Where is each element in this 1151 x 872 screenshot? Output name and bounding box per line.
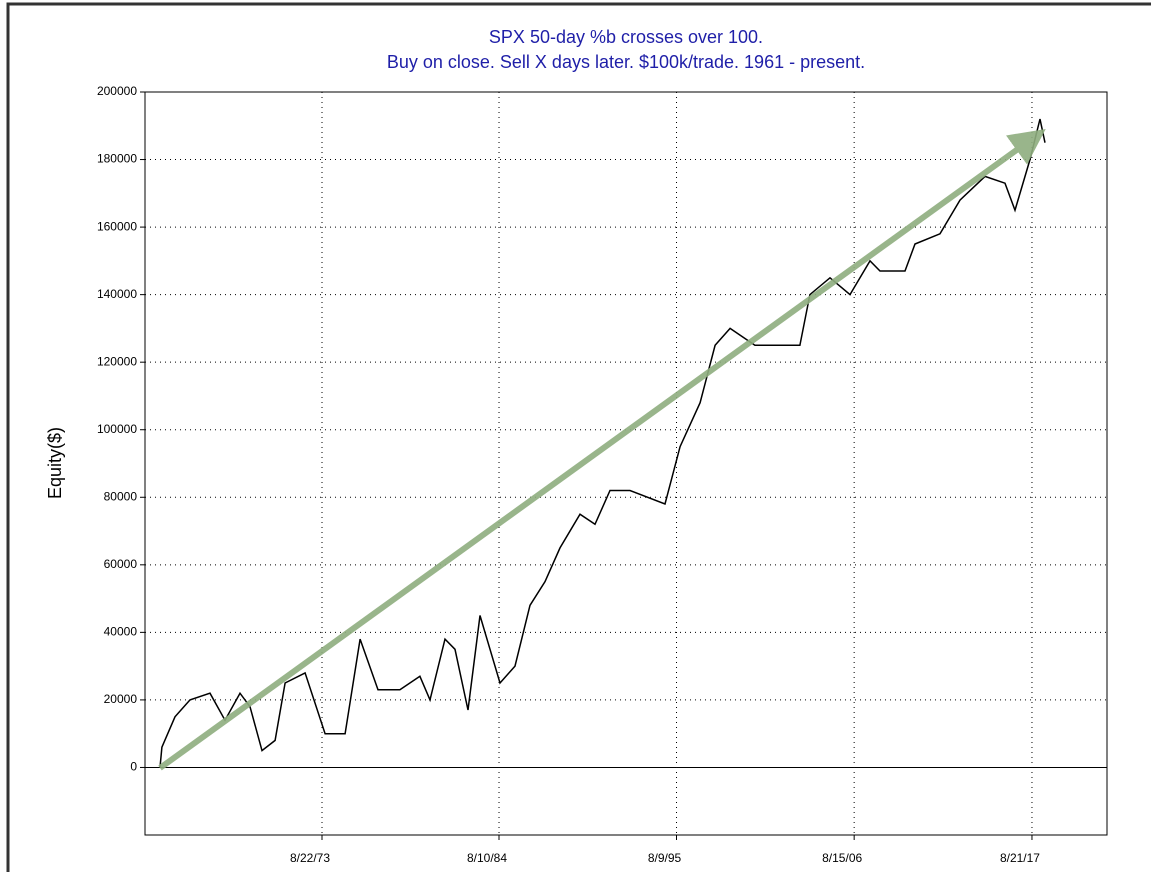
equity-line bbox=[159, 118, 1046, 768]
y-tick-label: 200000 bbox=[97, 84, 137, 98]
y-tick-label: 0 bbox=[130, 760, 137, 774]
plot-border bbox=[144, 91, 1108, 836]
chart-subtitle: Buy on close. Sell X days later. $100k/t… bbox=[387, 52, 865, 72]
y-tick-label: 100000 bbox=[97, 422, 137, 436]
y-tick-label: 180000 bbox=[97, 152, 137, 166]
y-tick-label: 80000 bbox=[104, 489, 138, 503]
frame bbox=[6, 2, 1151, 872]
y-tick-label: 40000 bbox=[104, 625, 138, 639]
y-tick-label: 140000 bbox=[97, 287, 137, 301]
y-tick-label: 60000 bbox=[104, 557, 138, 571]
y-tick-label: 120000 bbox=[97, 354, 137, 368]
x-tick-label: 8/10/84 bbox=[467, 851, 507, 865]
x-tick-label: 8/21/17 bbox=[1000, 851, 1040, 865]
x-tick-label: 8/15/06 bbox=[822, 851, 862, 865]
trend-arrow bbox=[158, 128, 1046, 771]
chart-title: SPX 50-day %b crosses over 100. bbox=[489, 27, 763, 47]
x-tick-label: 8/22/73 bbox=[290, 851, 330, 865]
y-tick-label: 160000 bbox=[97, 219, 137, 233]
y-axis-label: Equity($) bbox=[45, 427, 65, 499]
x-tick-label: 8/9/95 bbox=[648, 851, 682, 865]
y-tick-label: 20000 bbox=[104, 692, 138, 706]
